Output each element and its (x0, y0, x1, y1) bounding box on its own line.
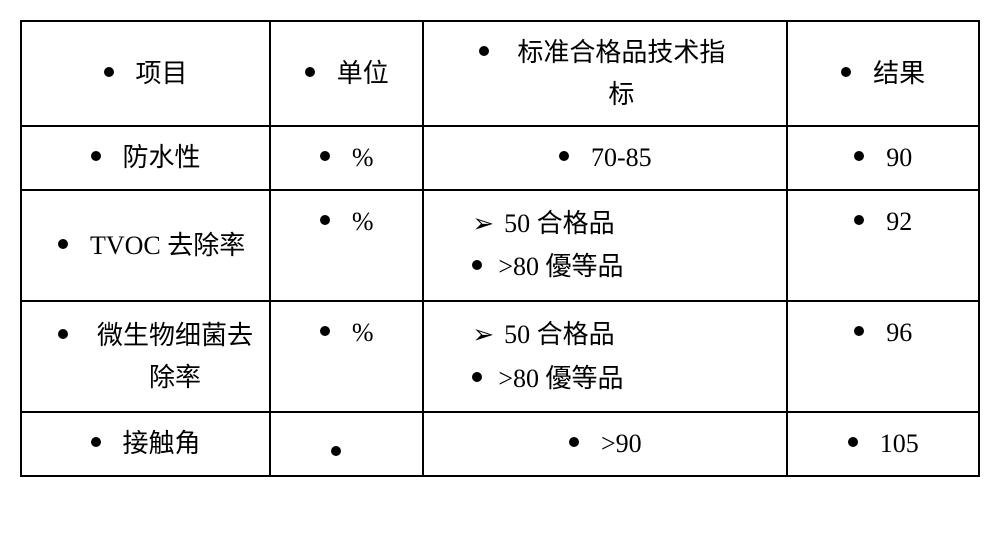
header-label: 标准合格品技术指标 (511, 32, 731, 115)
cell-unit (270, 412, 423, 476)
cell-text: 微生物细菌去除率 (90, 315, 260, 398)
cell-text: % (352, 137, 374, 179)
cell-text: 50 合格品 (504, 314, 615, 356)
header-project: 项目 (21, 21, 270, 126)
header-label: 单位 (337, 53, 389, 95)
arrow-icon: ➢ (472, 203, 494, 245)
bullet-icon (320, 151, 330, 161)
cell-project: 防水性 (21, 126, 270, 190)
bullet-icon (58, 239, 68, 249)
bullet-icon (854, 215, 864, 225)
bullet-icon (91, 151, 101, 161)
cell-text: 接触角 (123, 423, 201, 465)
bullet-icon (305, 67, 315, 77)
bullet-icon (848, 437, 858, 447)
cell-text: 防水性 (123, 137, 201, 179)
bullet-icon (320, 326, 330, 336)
cell-text: 92 (886, 201, 912, 243)
cell-result: 92 (787, 190, 979, 301)
cell-text: 105 (880, 423, 919, 465)
table-row: 微生物细菌去除率 % ➢50 合格品 >80 優等品 96 (21, 301, 979, 412)
cell-unit: % (270, 126, 423, 190)
cell-unit: % (270, 190, 423, 301)
cell-text: % (352, 201, 374, 243)
bullet-icon (320, 215, 330, 225)
cell-result: 105 (787, 412, 979, 476)
cell-text: >90 (601, 423, 642, 465)
cell-standard: ➢50 合格品 >80 優等品 (423, 301, 787, 412)
table-row: 接触角 >90 105 (21, 412, 979, 476)
table-row: TVOC 去除率 % ➢50 合格品 >80 優等品 92 (21, 190, 979, 301)
bullet-icon (569, 437, 579, 447)
cell-project: 微生物细菌去除率 (21, 301, 270, 412)
bullet-icon (559, 151, 569, 161)
cell-text: TVOC 去除率 (90, 225, 245, 267)
cell-project: 接触角 (21, 412, 270, 476)
bullet-icon (331, 446, 341, 456)
cell-text: >80 優等品 (498, 358, 623, 400)
bullet-icon (91, 437, 101, 447)
table-header-row: 项目 单位 标准合格品技术指标 结果 (21, 21, 979, 126)
bullet-icon (58, 329, 68, 339)
cell-unit: % (270, 301, 423, 412)
spec-table: 项目 单位 标准合格品技术指标 结果 防水性 % 70-85 (20, 20, 980, 477)
bullet-icon (472, 260, 482, 270)
cell-text: 70-85 (591, 137, 652, 179)
cell-standard: >90 (423, 412, 787, 476)
bullet-icon (841, 67, 851, 77)
bullet-icon (479, 46, 489, 56)
cell-standard: 70-85 (423, 126, 787, 190)
bullet-icon (472, 372, 482, 382)
cell-text: % (352, 312, 374, 354)
cell-project: TVOC 去除率 (21, 190, 270, 301)
bullet-icon (854, 326, 864, 336)
header-label: 结果 (873, 53, 925, 95)
cell-standard: ➢50 合格品 >80 優等品 (423, 190, 787, 301)
spec-table-container: 项目 单位 标准合格品技术指标 结果 防水性 % 70-85 (20, 20, 980, 477)
header-result: 结果 (787, 21, 979, 126)
header-label: 项目 (136, 53, 188, 95)
cell-text: >80 優等品 (498, 246, 623, 288)
bullet-icon (854, 151, 864, 161)
header-unit: 单位 (270, 21, 423, 126)
arrow-icon: ➢ (472, 314, 494, 356)
header-standard: 标准合格品技术指标 (423, 21, 787, 126)
cell-text: 50 合格品 (504, 203, 615, 245)
bullet-icon (104, 67, 114, 77)
cell-result: 96 (787, 301, 979, 412)
cell-result: 90 (787, 126, 979, 190)
cell-text: 90 (886, 137, 912, 179)
cell-text: 96 (886, 312, 912, 354)
table-row: 防水性 % 70-85 90 (21, 126, 979, 190)
